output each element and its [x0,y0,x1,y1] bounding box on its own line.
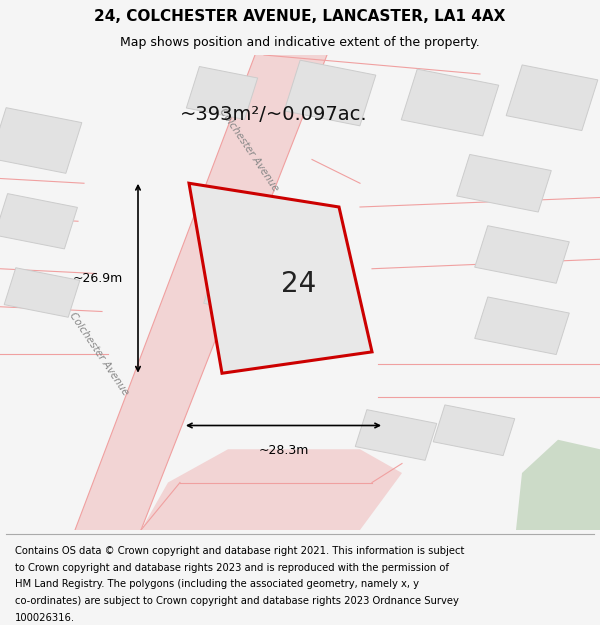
Polygon shape [516,440,600,530]
Polygon shape [4,268,80,318]
Text: Contains OS data © Crown copyright and database right 2021. This information is : Contains OS data © Crown copyright and d… [15,546,464,556]
Text: 24, COLCHESTER AVENUE, LANCASTER, LA1 4AX: 24, COLCHESTER AVENUE, LANCASTER, LA1 4A… [94,9,506,24]
Polygon shape [284,60,376,126]
Polygon shape [475,297,569,354]
Polygon shape [506,65,598,131]
Text: 24: 24 [281,269,316,298]
Polygon shape [433,405,515,456]
Polygon shape [457,154,551,212]
Polygon shape [75,55,327,530]
Polygon shape [187,66,257,119]
Text: Colchester Avenue: Colchester Avenue [217,107,281,193]
Text: Map shows position and indicative extent of the property.: Map shows position and indicative extent… [120,36,480,49]
Text: co-ordinates) are subject to Crown copyright and database rights 2023 Ordnance S: co-ordinates) are subject to Crown copyr… [15,596,459,606]
Polygon shape [401,69,499,136]
Polygon shape [355,409,437,461]
Polygon shape [203,216,325,322]
Text: ~26.9m: ~26.9m [73,272,123,285]
Text: HM Land Registry. The polygons (including the associated geometry, namely x, y: HM Land Registry. The polygons (includin… [15,579,419,589]
Text: ~393m²/~0.097ac.: ~393m²/~0.097ac. [180,105,368,124]
Polygon shape [475,226,569,283]
Polygon shape [189,183,372,373]
Polygon shape [141,449,402,530]
Polygon shape [0,107,82,173]
Polygon shape [0,194,77,249]
Text: ~28.3m: ~28.3m [259,444,308,458]
Text: Colchester Avenue: Colchester Avenue [67,311,131,398]
Text: to Crown copyright and database rights 2023 and is reproduced with the permissio: to Crown copyright and database rights 2… [15,562,449,572]
Text: 100026316.: 100026316. [15,612,75,622]
